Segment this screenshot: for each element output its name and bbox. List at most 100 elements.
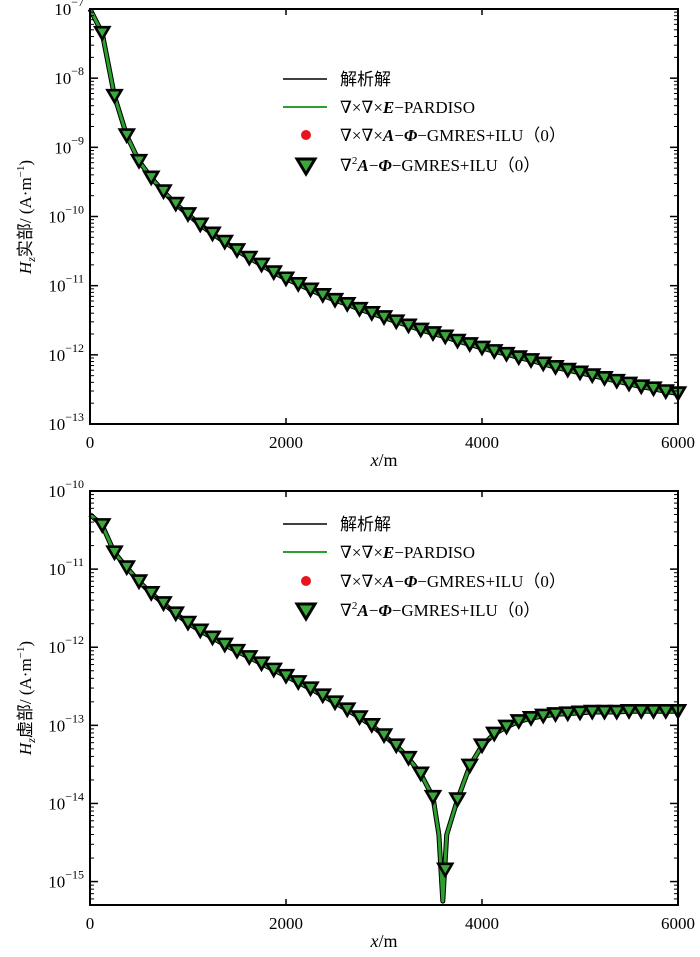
marker-laplacian: [435, 862, 455, 879]
marker-laplacian: [644, 381, 663, 398]
marker-laplacian: [595, 704, 614, 721]
marker-laplacian: [301, 282, 320, 299]
marker-laplacian: [656, 384, 676, 401]
marker-laplacian: [105, 545, 124, 562]
y-tick-label: 10−13: [48, 711, 84, 735]
y-tick-label: 10−12: [48, 341, 84, 365]
marker-laplacian: [362, 718, 382, 734]
legend-swatch-gmres: [301, 576, 311, 586]
marker-laplacian: [252, 257, 271, 274]
y-tick-label: 10−15: [48, 868, 84, 892]
marker-laplacian: [582, 704, 602, 721]
marker-laplacian: [570, 705, 590, 722]
marker-laplacian: [411, 766, 431, 783]
y-ticks: 10−10 10−11 10−12 10−13 10−14 10−15: [48, 477, 678, 900]
y-tick-label: 10−13: [48, 410, 84, 434]
x-tick-label: 4000: [465, 433, 499, 452]
marker-laplacian: [497, 719, 516, 736]
marker-laplacian: [484, 726, 504, 743]
marker-laplacian: [374, 728, 394, 745]
x-tick-label: 2000: [269, 914, 303, 933]
legend-label-pardiso: ∇×∇×E−PARDISO: [340, 98, 475, 117]
legend: 解析解 ∇×∇×E−PARDISO ∇×∇×A−Φ−GMRES+ILU（0） ∇…: [283, 70, 566, 177]
marker-laplacian: [227, 643, 247, 660]
marker-laplacian: [92, 25, 112, 42]
marker-laplacian: [448, 792, 467, 809]
axes-frame: [89, 490, 679, 906]
legend-label-analytic: 解析解: [340, 70, 391, 89]
x-axis-label: x/m: [369, 450, 397, 470]
marker-laplacian: [215, 637, 235, 654]
legend-label-laplacian: ∇2A−Φ−GMRES+ILU（0）: [340, 155, 540, 175]
marker-laplacian: [276, 668, 296, 685]
y-tick-label: 10−7: [54, 0, 84, 19]
marker-laplacian: [190, 217, 210, 234]
y-axis-label: Hz虚部/ (A·m−1): [15, 641, 38, 756]
x-tick-label: 2000: [269, 433, 303, 452]
marker-laplacian: [582, 368, 602, 385]
marker-laplacian: [154, 596, 173, 613]
marker-laplacian: [509, 350, 529, 367]
x-tick-label: 6000: [661, 433, 695, 452]
marker-laplacian: [178, 207, 198, 224]
marker-laplacian: [595, 371, 614, 387]
legend-label-gmres: ∇×∇×A−Φ−GMRES+ILU（0）: [340, 126, 566, 145]
top-chart-panel: 0 2000 4000 6000 10−7 10−8 10−9 10−10 10−11 10−1…: [15, 0, 695, 470]
legend-label-pardiso: ∇×∇×E−PARDISO: [340, 543, 475, 562]
marker-laplacian: [288, 276, 308, 293]
marker-laplacian: [117, 128, 137, 145]
legend-swatch-laplacian: [294, 157, 318, 177]
y-tick-label: 10−10: [48, 203, 84, 227]
legend-label-analytic: 解析解: [340, 515, 391, 534]
y-tick-label: 10−10: [48, 477, 84, 501]
y-ticks: 10−7 10−8 10−9 10−10 10−11 10−12 10−13: [48, 0, 678, 434]
marker-laplacian: [92, 518, 112, 534]
marker-laplacian: [178, 615, 198, 632]
marker-laplacian: [276, 271, 296, 288]
marker-laplacian: [154, 184, 173, 201]
marker-laplacian: [558, 362, 578, 379]
legend-swatch-laplacian: [294, 602, 318, 622]
markers-layer: [92, 25, 688, 403]
x-axis-label: x/m: [369, 931, 397, 951]
marker-laplacian: [227, 243, 247, 259]
marker-laplacian: [607, 373, 627, 390]
marker-laplacian: [619, 703, 639, 720]
marker-laplacian: [239, 650, 259, 666]
marker-laplacian: [264, 662, 284, 679]
plot-area: [90, 491, 678, 905]
y-tick-label: 10−8: [54, 64, 84, 88]
marker-laplacian: [264, 265, 284, 282]
bottom-chart-panel: 0 2000 4000 6000 10−1010−1110−1210−1310−141…: [15, 477, 695, 951]
marker-laplacian: [105, 88, 124, 105]
x-ticks: 0 2000 4000 6000: [86, 491, 695, 933]
x-tick-label: 6000: [661, 914, 695, 933]
marker-laplacian: [533, 708, 553, 725]
marker-laplacian: [203, 226, 222, 243]
y-tick-label: 10−11: [49, 555, 84, 579]
marker-laplacian: [313, 288, 333, 304]
marker-laplacian: [337, 297, 357, 313]
x-ticks: 0 2000 4000 6000: [86, 9, 695, 452]
marker-laplacian: [631, 379, 651, 396]
marker-laplacian: [386, 738, 406, 755]
marker-laplacian: [619, 376, 639, 393]
y-tick-label: 10−14: [48, 789, 84, 813]
legend-swatch-gmres: [301, 130, 311, 140]
marker-laplacian: [631, 703, 651, 720]
marker-laplacian: [546, 359, 565, 376]
y-axis-label: Hz实部/ (A·m−1): [15, 160, 38, 275]
marker-laplacian: [570, 365, 590, 382]
y-tick-label: 10−9: [54, 133, 84, 157]
y-tick-label: 10−12: [48, 633, 84, 657]
x-tick-label: 4000: [465, 914, 499, 933]
marker-laplacian: [484, 344, 504, 360]
marker-laplacian: [472, 738, 492, 755]
marker-laplacian: [252, 656, 271, 673]
legend-label-gmres: ∇×∇×A−Φ−GMRES+ILU（0）: [340, 572, 566, 591]
legend-label-laplacian: ∇2A−Φ−GMRES+ILU（0）: [340, 600, 540, 620]
marker-laplacian: [141, 586, 161, 602]
y-tick-label: 10−11: [49, 272, 84, 296]
marker-laplacian: [644, 703, 663, 720]
